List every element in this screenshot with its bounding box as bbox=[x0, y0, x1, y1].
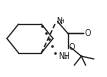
Text: NH: NH bbox=[58, 53, 70, 61]
Text: H: H bbox=[59, 19, 64, 24]
Text: O: O bbox=[68, 43, 75, 52]
Text: 2: 2 bbox=[63, 55, 67, 60]
Text: N: N bbox=[56, 17, 62, 26]
Text: O: O bbox=[84, 29, 91, 38]
